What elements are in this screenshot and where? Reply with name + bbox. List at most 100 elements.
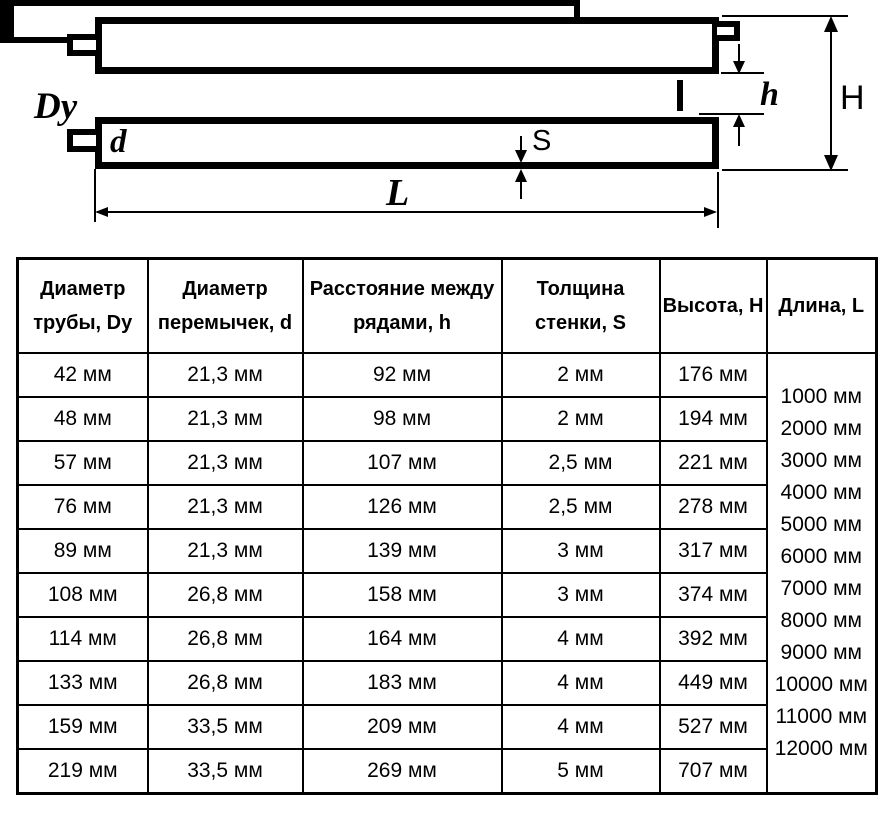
length-option: 10000 мм <box>774 673 868 696</box>
bottom-pipe <box>95 117 719 169</box>
cell-height: 278 мм <box>658 484 768 530</box>
header-row-spacing: Расстояние между рядами, h <box>301 257 503 354</box>
cell-dy: 48 мм <box>16 396 149 442</box>
cell-d: 33,5 мм <box>146 704 304 750</box>
height-arrow-up <box>824 16 838 32</box>
table-row: 159 мм 33,5 мм 209 мм 4 мм 527 мм <box>16 704 877 750</box>
cell-h: 269 мм <box>301 748 503 795</box>
table-row: 76 мм 21,3 мм 126 мм 2,5 мм 278 мм <box>16 484 877 530</box>
l-arrow-right <box>704 207 717 217</box>
table-row: 219 мм 33,5 мм 269 мм 5 мм 707 мм <box>16 748 877 795</box>
h-extension-bottom <box>699 113 764 115</box>
cell-h: 183 мм <box>301 660 503 706</box>
height-label: H <box>840 79 865 117</box>
cell-s: 2 мм <box>500 396 661 442</box>
l-extension-left <box>94 169 96 222</box>
cell-height: 392 мм <box>658 616 768 662</box>
top-pipe <box>95 17 719 74</box>
register-drawing: L S h H Dy d <box>0 0 888 250</box>
header-row: Диаметр трубы, Dy Диаметр перемычек, d Р… <box>16 257 878 354</box>
cell-h: 126 мм <box>301 484 503 530</box>
cell-height: 221 мм <box>658 440 768 486</box>
cell-d: 26,8 мм <box>146 572 304 618</box>
cell-h: 158 мм <box>301 572 503 618</box>
length-option: 1000 мм <box>780 385 862 408</box>
cell-s: 3 мм <box>500 528 661 574</box>
length-option: 11000 мм <box>775 705 868 728</box>
row-spacing-label: h <box>760 76 779 113</box>
length-option: 6000 мм <box>780 545 862 568</box>
header-height: Высота, H <box>658 257 768 354</box>
cell-s: 4 мм <box>500 616 661 662</box>
cell-d: 33,5 мм <box>146 748 304 795</box>
cell-s: 4 мм <box>500 660 661 706</box>
cell-d: 21,3 мм <box>146 396 304 442</box>
height-dimension-line <box>830 28 832 160</box>
cell-height: 194 мм <box>658 396 768 442</box>
cell-s: 3 мм <box>500 572 661 618</box>
cell-d: 21,3 мм <box>146 484 304 530</box>
header-jumper-diameter: Диаметр перемычек, d <box>146 257 304 354</box>
length-option: 7000 мм <box>780 577 862 600</box>
cell-height: 707 мм <box>658 748 768 795</box>
cell-s: 5 мм <box>500 748 661 795</box>
cell-s: 4 мм <box>500 704 661 750</box>
cell-d: 21,3 мм <box>146 440 304 486</box>
length-option: 4000 мм <box>780 481 862 504</box>
l-arrow-left <box>95 207 108 217</box>
height-extension-bottom <box>722 169 848 171</box>
h-arrow-up <box>733 114 745 127</box>
cell-d: 26,8 мм <box>146 660 304 706</box>
cell-d: 26,8 мм <box>146 616 304 662</box>
right-jumper-line <box>677 80 683 111</box>
table-row: 114 мм 26,8 мм 164 мм 4 мм 392 мм <box>16 616 877 662</box>
inlet-stub-top-left <box>67 34 96 56</box>
cell-height: 176 мм <box>658 352 768 398</box>
cell-height: 449 мм <box>658 660 768 706</box>
cell-s: 2,5 мм <box>500 440 661 486</box>
table-row: 42 мм 21,3 мм 92 мм 2 мм 176 мм 1000 мм … <box>16 352 878 795</box>
length-option: 2000 мм <box>780 417 862 440</box>
cell-height: 527 мм <box>658 704 768 750</box>
cell-dy: 57 мм <box>16 440 149 486</box>
jumper-diameter-label: d <box>110 124 127 160</box>
table-row: 108 мм 26,8 мм 158 мм 3 мм 374 мм <box>16 572 877 618</box>
l-dimension-line <box>97 211 715 213</box>
table-row: 133 мм 26,8 мм 183 мм 4 мм 449 мм <box>16 660 877 706</box>
cell-h: 107 мм <box>301 440 503 486</box>
header-length: Длина, L <box>765 257 878 354</box>
cell-s: 2,5 мм <box>500 484 661 530</box>
cell-h: 98 мм <box>301 396 503 442</box>
length-option: 5000 мм <box>780 513 862 536</box>
table-row: 57 мм 21,3 мм 107 мм 2,5 мм 221 мм <box>16 440 877 486</box>
cell-h: 209 мм <box>301 704 503 750</box>
table-row: 89 мм 21,3 мм 139 мм 3 мм 317 мм <box>16 528 877 574</box>
length-option: 8000 мм <box>780 609 862 632</box>
outlet-stub-top-right <box>717 21 740 41</box>
pipe-diameter-label: Dy <box>34 86 78 127</box>
wall-thickness-label: S <box>532 125 552 157</box>
cell-d: 21,3 мм <box>146 528 304 574</box>
s-arrow-down <box>515 150 527 163</box>
length-option: 9000 мм <box>780 641 862 664</box>
inlet-stub-bottom-left <box>67 129 96 152</box>
length-options-cell: 1000 мм 2000 мм 3000 мм 4000 мм 5000 мм … <box>765 352 878 795</box>
cell-h: 92 мм <box>301 352 503 398</box>
cell-dy: 89 мм <box>16 528 149 574</box>
cell-h: 164 мм <box>301 616 503 662</box>
length-option: 12000 мм <box>774 737 868 760</box>
cell-dy: 219 мм <box>16 748 149 795</box>
cell-dy: 76 мм <box>16 484 149 530</box>
cell-dy: 133 мм <box>16 660 149 706</box>
height-extension-top <box>722 15 848 17</box>
dimensions-table: Диаметр трубы, Dy Диаметр перемычек, d Р… <box>16 257 878 795</box>
s-arrow-up <box>515 169 527 182</box>
cell-dy: 108 мм <box>16 572 149 618</box>
cell-s: 2 мм <box>500 352 661 398</box>
cell-dy: 159 мм <box>16 704 149 750</box>
header-wall-thickness: Толщина стенки, S <box>500 257 661 354</box>
table-row: 48 мм 21,3 мм 98 мм 2 мм 194 мм <box>16 396 877 442</box>
cell-h: 139 мм <box>301 528 503 574</box>
h-arrow-down <box>733 61 745 74</box>
header-pipe-diameter: Диаметр трубы, Dy <box>16 257 149 354</box>
